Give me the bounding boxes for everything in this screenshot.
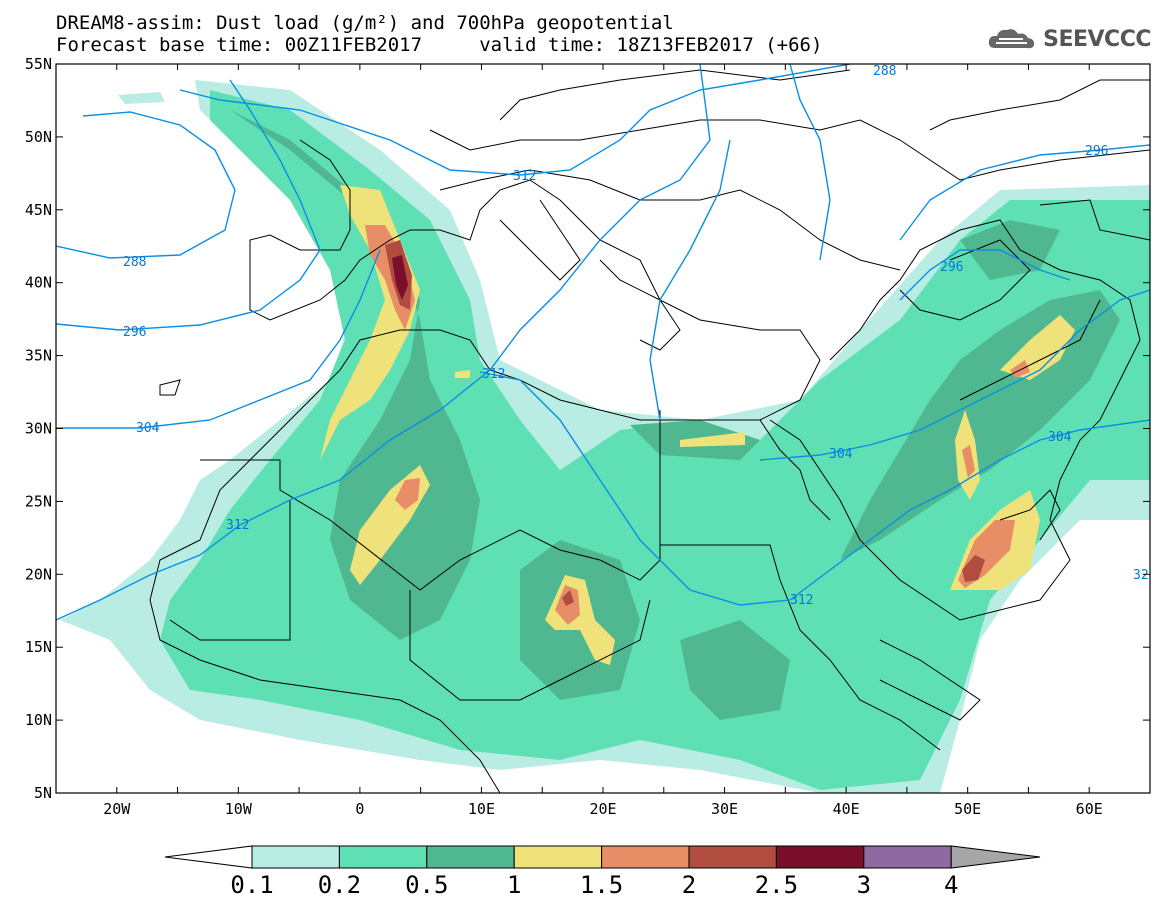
lon-label: 20W <box>103 800 131 818</box>
seevccc-logo: SEEVCCC <box>987 26 1151 52</box>
map-title: DREAM8-assim: Dust load (g/m²) and 700hP… <box>56 12 674 34</box>
colorbar-label: 2 <box>682 871 696 899</box>
contour-label: 296 <box>940 260 963 275</box>
lat-label: 15N <box>25 638 52 656</box>
forecast-times: Forecast base time: 00Z11FEB2017 valid t… <box>56 34 823 56</box>
lat-label: 20N <box>25 565 52 583</box>
contour-labels: 288 312 296 288 296 304 312 304 312 312 … <box>123 64 1149 608</box>
lon-label: 40E <box>833 800 860 818</box>
colorbar-bin <box>688 845 777 869</box>
colorbar-bin <box>513 845 603 869</box>
logo-text: SEEVCCC <box>1043 26 1151 52</box>
lat-label: 45N <box>25 201 52 219</box>
lat-label: 10N <box>25 711 52 729</box>
lon-label: 0 <box>355 800 364 818</box>
lat-label: 50N <box>25 128 52 146</box>
contour-label: 304 <box>136 421 160 436</box>
lat-label: 55N <box>25 55 52 73</box>
colorbar-label: 3 <box>857 871 871 899</box>
colorbar-below-arrow <box>164 845 253 869</box>
contour-label: 288 <box>123 255 146 270</box>
country-borders <box>149 69 1150 793</box>
contour-label: 304 <box>1048 430 1072 445</box>
longitude-labels: 20W 10W 0 10E 20E 30E 40E 50E 60E <box>103 800 1103 818</box>
lon-label: 60E <box>1076 800 1103 818</box>
latitude-labels: 55N 50N 45N 40N 35N 30N 25N 20N 15N 10N 5N <box>25 55 52 802</box>
colorbar-labels: 0.1 0.2 0.5 1 1.5 2 2.5 3 4 <box>230 871 958 899</box>
colorbar-bin <box>775 845 865 869</box>
colorbar-bin <box>601 845 690 869</box>
lon-label: 10W <box>225 800 253 818</box>
contour-label: 32 <box>1133 568 1149 583</box>
lon-label: 30E <box>711 800 738 818</box>
colorbar <box>164 845 1041 869</box>
lat-label: 5N <box>34 784 52 802</box>
colorbar-bin <box>863 845 952 869</box>
colorbar-label: 1.5 <box>580 871 623 899</box>
cloud-logo-icon <box>989 29 1035 49</box>
colorbar-label: 0.1 <box>230 871 273 899</box>
contour-label: 312 <box>790 593 813 608</box>
lat-label: 25N <box>25 492 52 510</box>
contour-label: 296 <box>123 325 146 340</box>
colorbar-bin <box>251 845 340 869</box>
geopotential-contours <box>56 64 1150 621</box>
colorbar-label: 0.2 <box>318 871 361 899</box>
colorbar-label: 0.5 <box>405 871 448 899</box>
colorbar-label: 2.5 <box>755 871 798 899</box>
axis-ticks <box>55 63 1151 794</box>
contour-label: 288 <box>873 64 896 79</box>
colorbar-bin <box>338 845 428 869</box>
lat-label: 40N <box>25 274 52 292</box>
colorbar-above-arrow <box>950 845 1041 869</box>
lon-label: 20E <box>589 800 616 818</box>
contour-label: 304 <box>829 447 853 462</box>
contour-label: 312 <box>226 518 249 533</box>
lat-label: 30N <box>25 420 52 438</box>
lon-label: 10E <box>468 800 495 818</box>
contour-label: 312 <box>482 367 505 382</box>
contour-label: 312 <box>513 169 536 184</box>
lat-label: 35N <box>25 347 52 365</box>
colorbar-label: 1 <box>507 871 521 899</box>
colorbar-label: 4 <box>944 871 958 899</box>
dust-level-2-5 <box>392 255 408 300</box>
colorbar-bin <box>426 845 515 869</box>
contour-label: 296 <box>1085 144 1108 159</box>
lon-label: 50E <box>954 800 981 818</box>
